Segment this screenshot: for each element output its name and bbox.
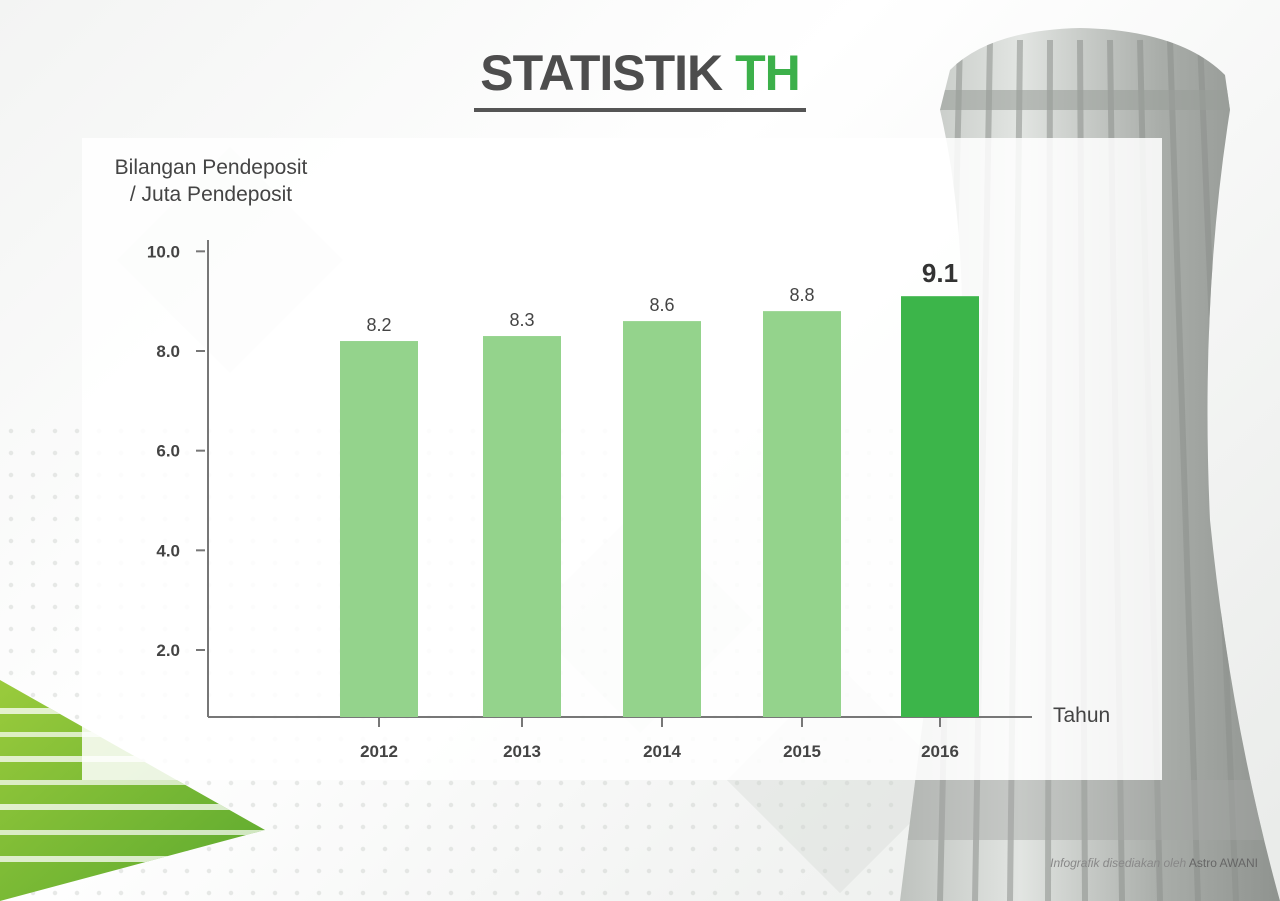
bar-value-label: 8.8 — [789, 285, 814, 305]
bar-value-label: 9.1 — [922, 258, 958, 288]
credit-source: Astro AWANI — [1188, 856, 1258, 870]
x-tick-label: 2014 — [643, 742, 681, 761]
x-tick-label: 2015 — [783, 742, 821, 761]
x-axis-label: Tahun — [1053, 704, 1110, 727]
title-wrap: STATISTIK TH — [0, 44, 1280, 112]
y-tick-label: 2.0 — [156, 641, 180, 660]
bar-2016 — [901, 296, 979, 717]
y-axis-label: Bilangan Pendeposit / Juta Pendeposit — [96, 154, 326, 208]
page-title: STATISTIK TH — [474, 44, 806, 112]
y-tick-label: 10.0 — [147, 242, 180, 261]
bar-2014 — [623, 321, 701, 717]
bar-2012 — [340, 341, 418, 717]
y-axis-label-line2: / Juta Pendeposit — [129, 183, 293, 206]
title-accent: TH — [735, 45, 801, 101]
x-tick-label: 2013 — [503, 742, 541, 761]
bar-value-label: 8.6 — [649, 295, 674, 315]
bar-value-label: 8.2 — [366, 315, 391, 335]
y-axis-label-line1: Bilangan Pendeposit — [114, 156, 308, 179]
chart-panel — [82, 138, 1162, 780]
x-tick-label: 2016 — [921, 742, 959, 761]
y-tick-label: 6.0 — [156, 442, 180, 461]
footer-credit: Infografik disediakan oleh Astro AWANI — [1050, 856, 1258, 870]
bar-2015 — [763, 311, 841, 717]
y-tick-label: 4.0 — [156, 541, 180, 560]
credit-lead: Infografik disediakan oleh — [1050, 856, 1187, 870]
bar-value-label: 8.3 — [509, 310, 534, 330]
x-tick-label: 2012 — [360, 742, 398, 761]
bar-2013 — [483, 336, 561, 717]
y-tick-label: 8.0 — [156, 342, 180, 361]
title-main: STATISTIK — [480, 45, 723, 101]
